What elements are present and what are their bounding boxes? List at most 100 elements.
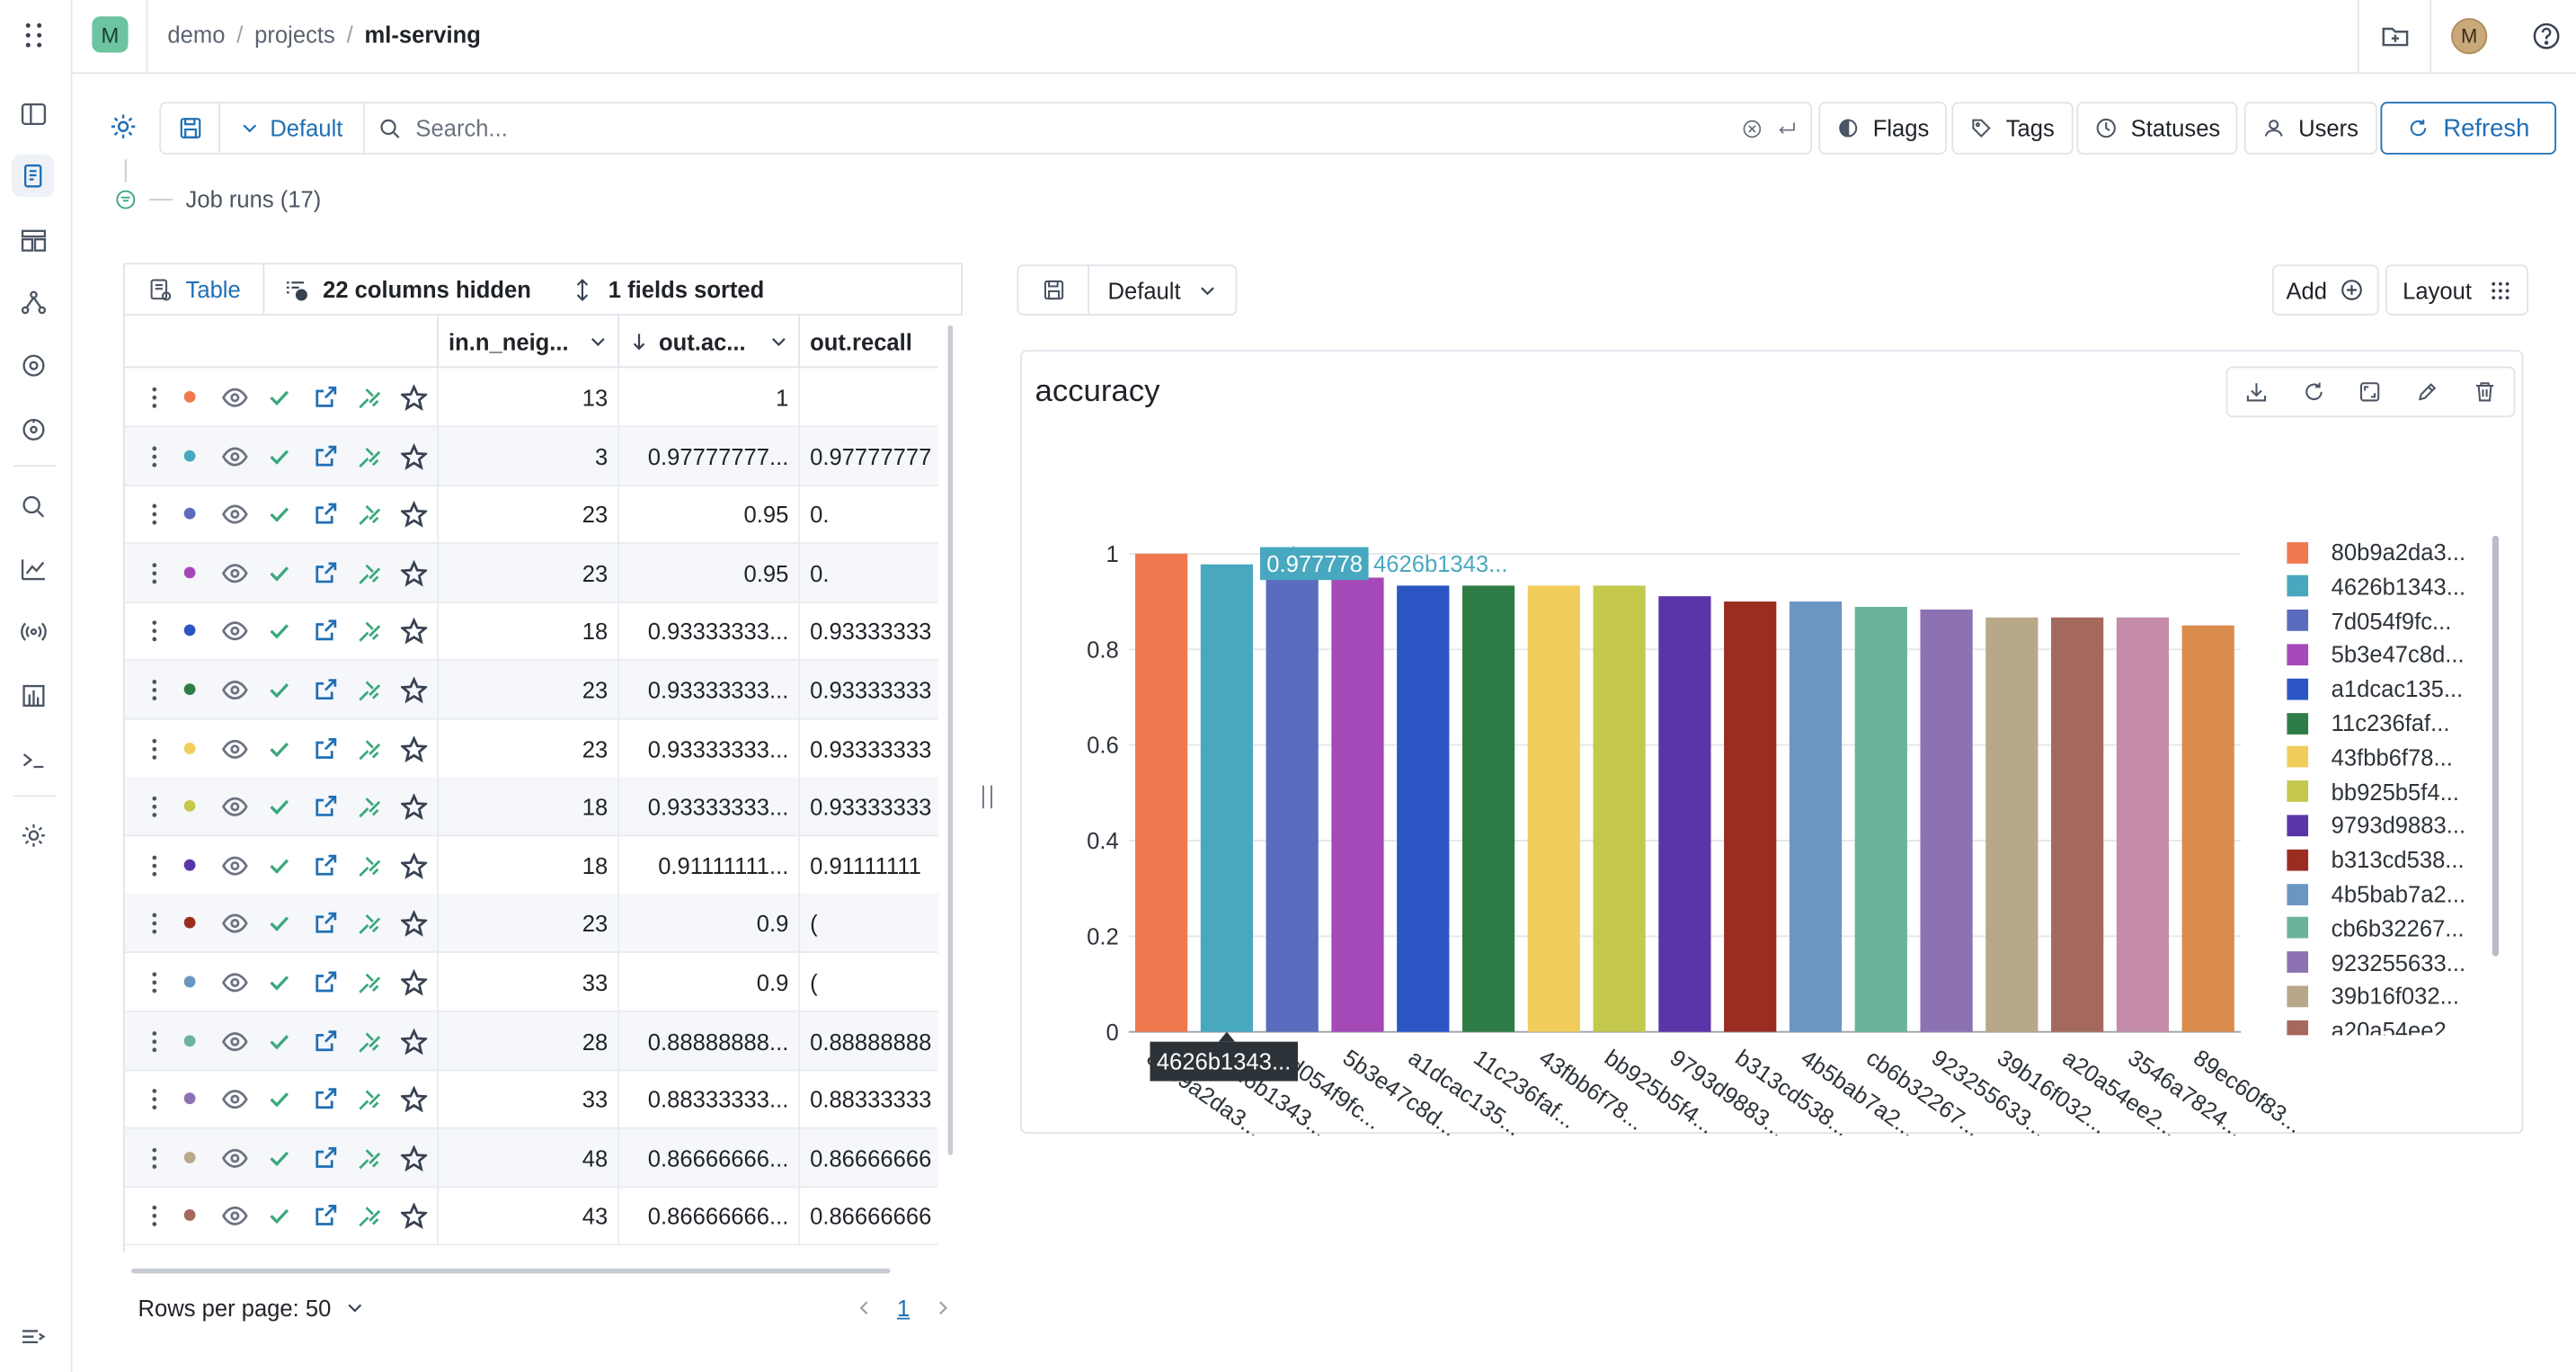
eye-icon[interactable] (222, 677, 248, 703)
compare-icon[interactable] (357, 1086, 383, 1112)
open-external-icon[interactable] (312, 969, 338, 995)
eye-icon[interactable] (222, 794, 248, 820)
help-icon[interactable] (2527, 16, 2566, 56)
eye-icon[interactable] (222, 852, 248, 878)
star-icon[interactable] (399, 442, 429, 470)
legend-item[interactable]: 43fbb6f78... (2287, 744, 2453, 771)
run-color-dot[interactable] (183, 683, 196, 696)
workspace-avatar[interactable]: M (92, 16, 129, 53)
open-external-icon[interactable] (312, 560, 338, 586)
table-row[interactable]: 18 0.93333333... 0.93333333 (124, 601, 938, 662)
eye-icon[interactable] (222, 502, 248, 528)
table-vertical-scrollbar[interactable] (947, 325, 954, 1155)
star-icon[interactable] (399, 968, 429, 996)
run-color-dot[interactable] (183, 800, 196, 813)
legend-item[interactable]: a1dcac135... (2287, 675, 2463, 702)
compare-icon[interactable] (357, 969, 383, 995)
table-row[interactable]: 18 0.93333333... 0.93333333 (124, 777, 938, 837)
open-external-icon[interactable] (312, 1086, 338, 1112)
column-header-n-neighbors[interactable]: in.n_neig... (437, 315, 617, 369)
flags-button[interactable]: Flags (1818, 102, 1948, 155)
table-row[interactable]: 43 0.86666666... 0.86666666 (124, 1187, 938, 1246)
gear-icon[interactable] (109, 111, 142, 145)
drag-handle-icon[interactable] (141, 619, 167, 645)
drag-handle-icon[interactable] (141, 1086, 167, 1112)
legend-item[interactable]: 39b16f032... (2287, 984, 2459, 1010)
legend-item[interactable]: 4626b1343... (2287, 573, 2465, 600)
drag-handle-icon[interactable] (141, 1145, 167, 1171)
run-color-dot[interactable] (183, 742, 196, 754)
filter-icon[interactable] (115, 188, 137, 209)
bar[interactable] (1789, 601, 1843, 1032)
search-input[interactable] (415, 114, 1728, 142)
legend-item[interactable]: cb6b32267... (2287, 915, 2465, 941)
open-external-icon[interactable] (312, 1203, 338, 1229)
table-tab[interactable]: Table (125, 264, 266, 315)
page-number[interactable]: 1 (896, 1295, 910, 1322)
reports-icon[interactable] (16, 679, 49, 712)
delete-icon[interactable] (2473, 379, 2497, 404)
open-external-icon[interactable] (312, 852, 338, 878)
run-color-dot[interactable] (183, 1092, 196, 1105)
star-icon[interactable] (399, 735, 429, 762)
add-chart-button[interactable]: Add (2271, 264, 2379, 316)
drag-handle-icon[interactable] (141, 969, 167, 995)
bar[interactable] (1266, 577, 1319, 1032)
drag-handle-icon[interactable] (141, 1028, 167, 1054)
star-icon[interactable] (399, 1144, 429, 1172)
bar[interactable] (1593, 585, 1646, 1032)
run-color-dot[interactable] (183, 508, 196, 520)
open-external-icon[interactable] (312, 677, 338, 703)
eye-icon[interactable] (222, 443, 248, 469)
bar[interactable] (1658, 596, 1711, 1032)
bar[interactable] (1331, 577, 1384, 1032)
star-icon[interactable] (399, 1027, 429, 1055)
eye-icon[interactable] (222, 560, 248, 586)
open-external-icon[interactable] (312, 794, 338, 820)
legend-item[interactable]: 923255633... (2287, 949, 2465, 976)
table-row[interactable]: 13 1 (124, 368, 938, 428)
table-row[interactable]: 23 0.9( (124, 894, 938, 954)
drag-handle-icon[interactable] (141, 911, 167, 937)
terminal-icon[interactable] (16, 743, 49, 776)
drag-handle-icon[interactable] (141, 502, 167, 528)
run-color-dot[interactable] (183, 1034, 196, 1047)
hidden-columns-button[interactable]: 22 columns hidden (265, 264, 551, 314)
table-row[interactable]: 23 0.95 0. (124, 485, 938, 545)
chevron-down-icon[interactable] (588, 332, 608, 352)
legend-item[interactable]: bb925b5f4... (2287, 778, 2459, 805)
legend-item[interactable]: 80b9a2da3... (2287, 539, 2465, 566)
compare-icon[interactable] (357, 677, 383, 703)
models-icon[interactable] (16, 348, 49, 381)
compare-icon[interactable] (357, 1203, 383, 1229)
star-icon[interactable] (399, 793, 429, 821)
star-icon[interactable] (399, 851, 429, 879)
breadcrumb-projects[interactable]: projects (254, 21, 335, 48)
sidebar-toggle-icon[interactable] (16, 97, 49, 130)
search-runs-icon[interactable] (16, 490, 49, 523)
compare-icon[interactable] (357, 794, 383, 820)
edit-icon[interactable] (2415, 379, 2439, 404)
eye-icon[interactable] (222, 1028, 248, 1054)
bar[interactable] (2116, 617, 2170, 1032)
expand-menu-icon[interactable] (16, 1319, 49, 1352)
open-external-icon[interactable] (312, 502, 338, 528)
drag-handle-icon[interactable] (141, 677, 167, 703)
dashboards-icon[interactable] (16, 224, 49, 257)
breadcrumb-demo[interactable]: demo (167, 21, 226, 48)
sort-button[interactable]: 1 fields sorted (551, 264, 784, 314)
open-external-icon[interactable] (312, 911, 338, 937)
chart-save-button[interactable] (1017, 264, 1089, 316)
star-icon[interactable] (399, 559, 429, 587)
monitor-icon[interactable] (16, 413, 49, 446)
eye-icon[interactable] (222, 969, 248, 995)
star-icon[interactable] (399, 676, 429, 704)
drag-handle-icon[interactable] (141, 852, 167, 878)
run-color-dot[interactable] (183, 566, 196, 578)
fullscreen-icon[interactable] (2358, 379, 2383, 404)
eye-icon[interactable] (222, 619, 248, 645)
bar[interactable] (1920, 609, 1973, 1032)
bar[interactable] (1854, 606, 1907, 1032)
chart-view-selector[interactable]: Default (1088, 264, 1238, 316)
runs-icon[interactable] (11, 154, 55, 198)
